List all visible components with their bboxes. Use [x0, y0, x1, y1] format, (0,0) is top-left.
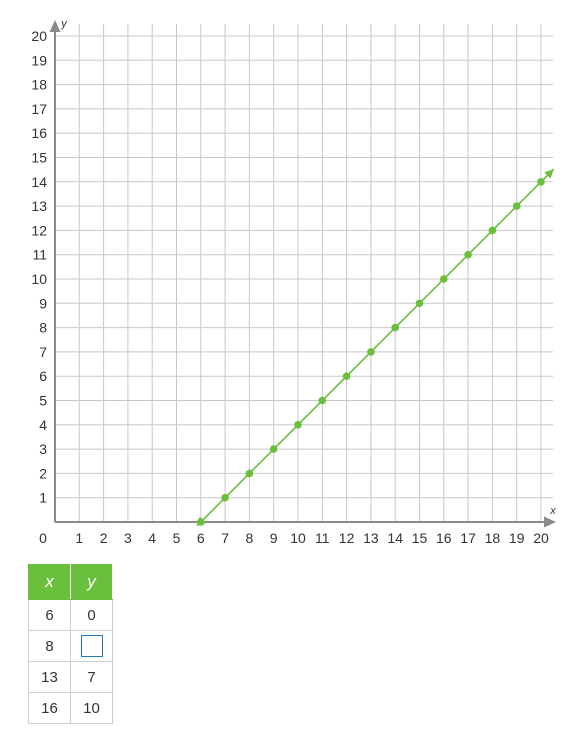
x-tick-label: 6: [197, 530, 205, 546]
x-tick-label: 3: [124, 530, 132, 546]
data-point: [367, 348, 375, 356]
origin-label: 0: [39, 530, 47, 546]
y-axis-arrow: [49, 20, 61, 32]
x-tick-label: 19: [509, 530, 525, 546]
table-row: 6 0: [28, 599, 113, 631]
data-point: [488, 226, 497, 235]
y-tick-label: 18: [31, 77, 47, 93]
series-line: [198, 168, 555, 524]
x-tick-label: 1: [75, 530, 83, 546]
y-cell: 0: [70, 599, 113, 631]
x-tick-label: 8: [246, 530, 254, 546]
y-tick-label: 4: [39, 417, 47, 433]
x-tick-label: 4: [148, 530, 156, 546]
y-cell: 7: [70, 661, 113, 693]
x-tick-label: 20: [533, 530, 549, 546]
y-tick-label: 9: [39, 295, 47, 311]
x-tick-label: 12: [339, 530, 355, 546]
data-point: [391, 323, 400, 332]
y-tick-label: 10: [31, 271, 47, 287]
data-point: [415, 299, 424, 308]
coordinate-graph: 1 2 3 4 5 6 7 8 9 10 11 12 13 14 15 16 17 18 19 20123456789…: [31, 18, 556, 546]
x-tick-label: 16: [436, 530, 452, 546]
y-tick-label: 14: [31, 174, 47, 190]
y-cell: 10: [70, 692, 113, 724]
y-tick-label: 3: [39, 441, 47, 457]
y-axis-label: y: [60, 18, 68, 30]
x-tick-label: 13: [363, 530, 379, 546]
x-column-header: x: [28, 563, 71, 600]
x-tick-label: 11: [315, 530, 330, 546]
x-tick-label: 10: [290, 530, 306, 546]
x-axis-label: x: [549, 505, 556, 517]
x-tick-label: 14: [387, 530, 403, 546]
y-tick-label: 2: [39, 465, 47, 481]
y-tick-label: 11: [32, 247, 47, 263]
x-tick-label: 2: [100, 530, 108, 546]
y-tick-label: 17: [31, 101, 47, 117]
data-point: [269, 445, 278, 453]
x-tick-label: 18: [485, 530, 501, 546]
table-row: 16 10: [28, 692, 113, 724]
data-point: [440, 275, 448, 283]
data-point: [512, 202, 521, 210]
x-tick-label: 7: [221, 530, 229, 546]
y-tick-label: 13: [31, 198, 47, 214]
data-point: [221, 493, 229, 502]
x-cell: 6: [28, 599, 71, 631]
data-point: [464, 250, 472, 259]
data-point: [318, 396, 327, 405]
y-tick-label: 15: [31, 150, 47, 166]
y-tick-label: 6: [39, 368, 47, 384]
y-tick-label: 19: [31, 52, 47, 68]
y-answer-cell: [70, 630, 113, 662]
xy-table: x y 6 0 8 13 7 16 10: [28, 563, 113, 724]
data-point: [294, 421, 302, 429]
y-tick-label: 8: [39, 320, 47, 336]
x-cell: 8: [28, 630, 71, 662]
y-tick-label: 20: [31, 28, 47, 44]
y-tick-label: 7: [39, 344, 47, 360]
y-tick-label: 16: [31, 125, 47, 141]
x-tick-label: 9: [270, 530, 278, 546]
x-cell: 16: [28, 692, 71, 724]
y-column-header: y: [70, 563, 113, 600]
data-point: [537, 178, 545, 186]
x-tick-label: 5: [173, 530, 181, 546]
data-point: [245, 469, 254, 478]
y-tick-label: 12: [31, 222, 47, 238]
x-cell: 13: [28, 661, 71, 693]
table-header-row: x y: [28, 563, 113, 600]
table-row: 13 7: [28, 661, 113, 693]
line-arrow-end: [544, 169, 554, 179]
x-axis-arrow: [544, 516, 556, 528]
x-tick-label: 15: [412, 530, 428, 546]
data-point: [197, 518, 205, 526]
table-row: 8: [28, 630, 113, 662]
y-tick-label: 1: [39, 490, 47, 506]
data-point: [342, 372, 351, 381]
y-tick-label: 5: [39, 393, 47, 409]
y-answer-input[interactable]: [80, 635, 103, 657]
x-tick-label: 17: [460, 530, 476, 546]
